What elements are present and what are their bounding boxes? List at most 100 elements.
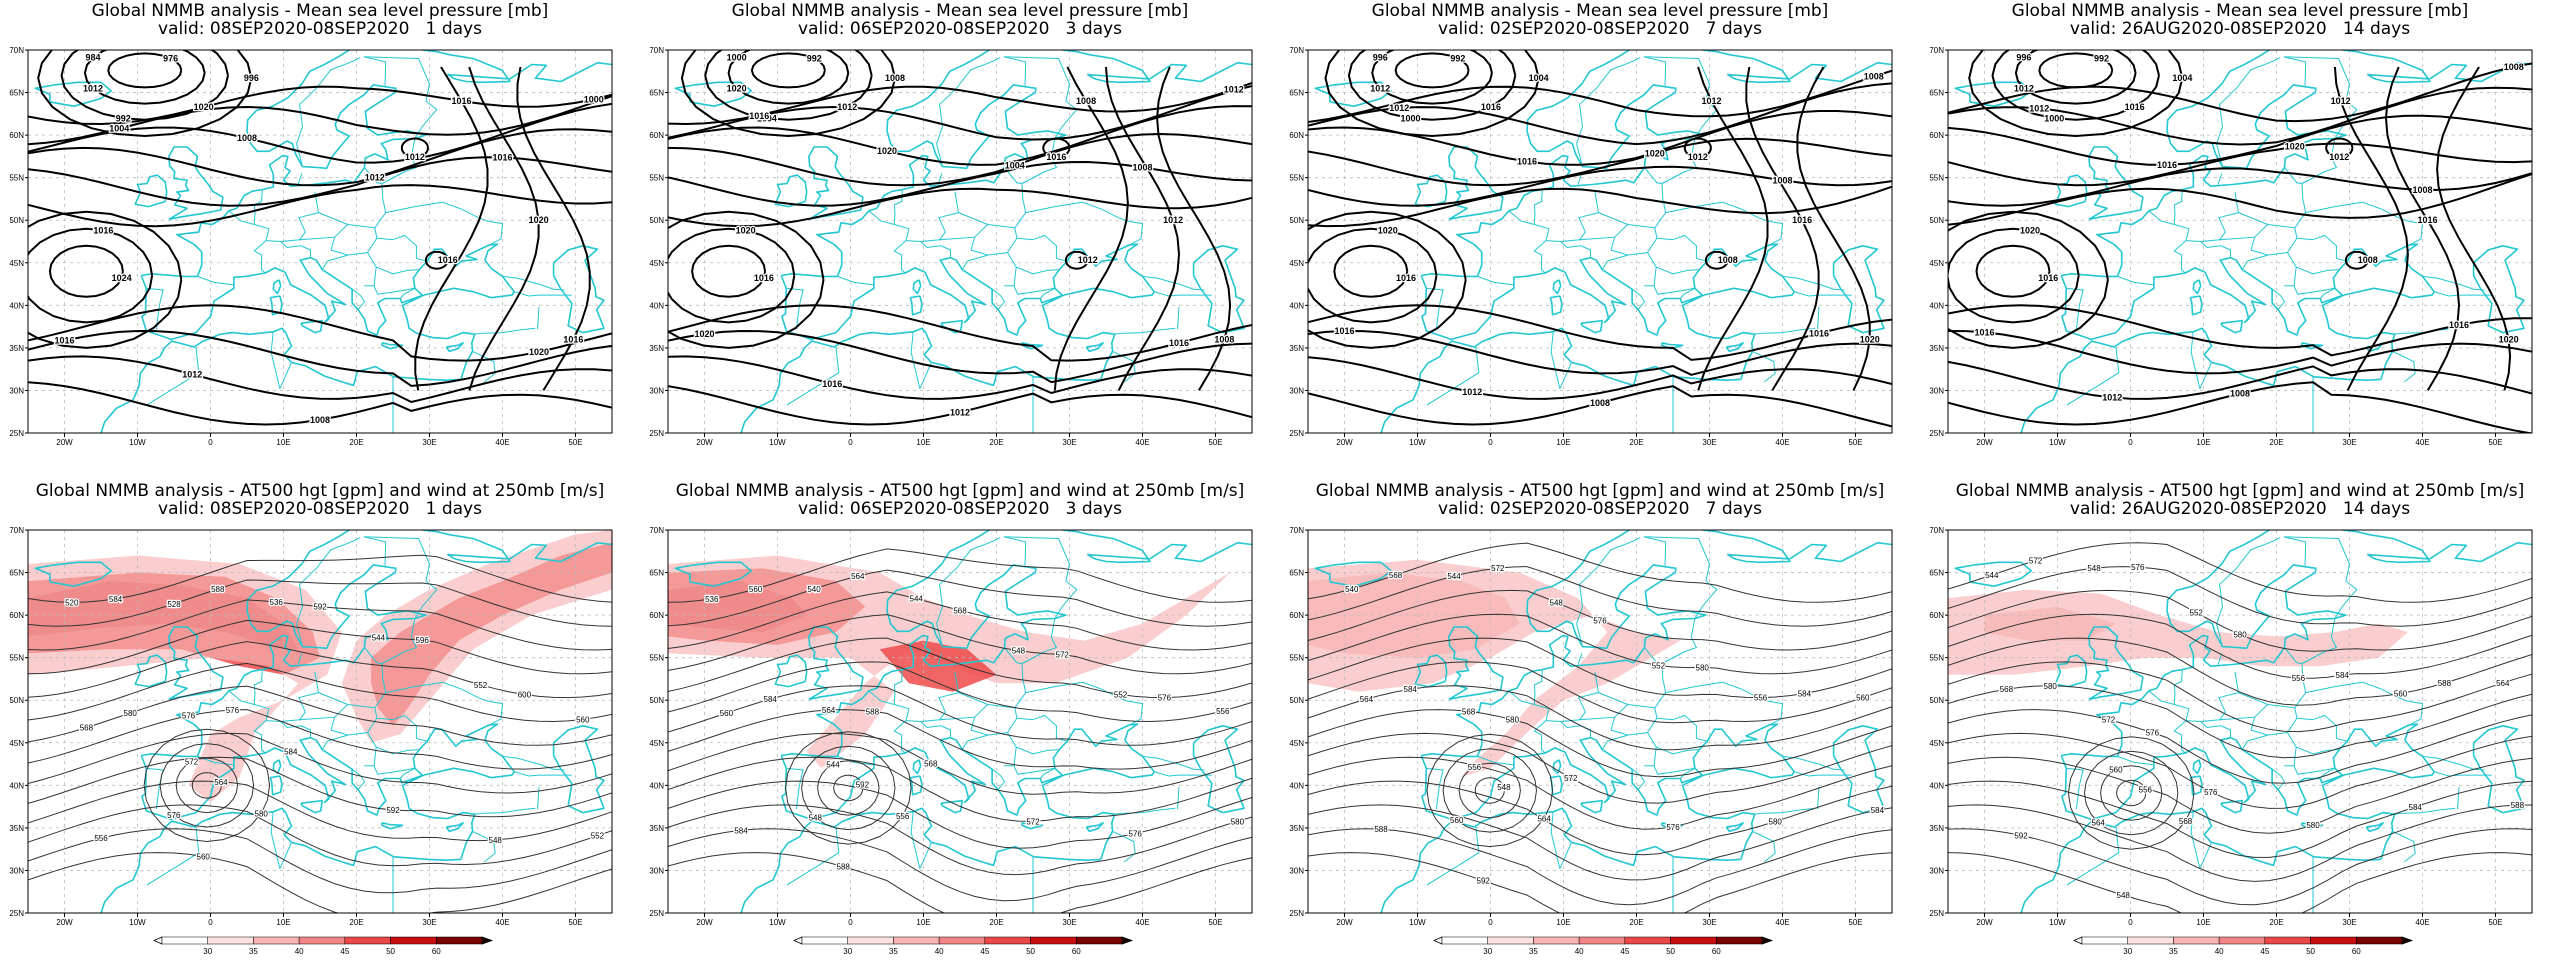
colorbar-label: 35 (2169, 947, 2178, 956)
lon-tick-label: 40E (1135, 438, 1149, 447)
contour-line (668, 227, 796, 324)
contour-label: 576 (1593, 617, 1607, 626)
lat-tick-label: 35N (9, 824, 24, 833)
lon-tick-label: 30E (422, 438, 436, 447)
contour-line (1308, 613, 1892, 675)
contour-line (1308, 82, 1892, 146)
coastline (269, 775, 283, 796)
country-border (2287, 252, 2340, 275)
lon-tick-label: 20W (56, 918, 73, 927)
lon-tick-label: 40E (495, 438, 509, 447)
contour-label: 584 (1404, 685, 1418, 694)
country-border (2305, 201, 2424, 246)
contour-line (1948, 804, 2532, 882)
lon-tick-label: 10W (769, 438, 786, 447)
contour-label: 1004 (757, 113, 777, 123)
lat-tick-label: 65N (9, 89, 24, 98)
lat-tick-label: 55N (1289, 174, 1304, 183)
contour-label: 1012 (2014, 83, 2034, 93)
lat-tick-label: 65N (1929, 569, 1944, 578)
coastline (2429, 62, 2532, 83)
contour-label: 576 (2131, 563, 2145, 572)
country-border (2217, 653, 2223, 665)
lat-tick-label: 30N (1929, 386, 1944, 395)
coastline (1448, 146, 1504, 221)
contour-label: 552 (1114, 691, 1128, 700)
lat-tick-label: 45N (1929, 739, 1944, 748)
contour-label: 584 (2409, 803, 2423, 812)
contour-label: 560 (1856, 694, 1870, 703)
country-border (1154, 771, 1212, 777)
contour-line (28, 381, 612, 426)
country-border (1631, 768, 1646, 790)
colorbar-min-arrow (793, 936, 803, 945)
country-border (537, 306, 540, 330)
panel-title: Global NMMB analysis - AT500 hgt [gpm] a… (640, 482, 1280, 518)
contour-label: 576 (1666, 823, 1680, 832)
colorbar-swatch (1441, 936, 1488, 945)
country-border (2301, 651, 2325, 665)
contour-label: 552 (1652, 661, 1666, 670)
colorbar-label: 60 (1072, 947, 1081, 956)
lat-tick-label: 60N (1929, 611, 1944, 620)
panel-slp-3: Global NMMB analysis - Mean sea level pr… (640, 0, 1280, 480)
contour-label: 1012 (365, 172, 385, 182)
country-border (1656, 714, 1708, 742)
colorbar-swatch (1030, 936, 1077, 945)
contour-label: 1016 (1334, 326, 1354, 336)
panel-title: Global NMMB analysis - AT500 hgt [gpm] a… (1920, 482, 2560, 518)
contour-line (668, 105, 1252, 166)
lat-tick-label: 30N (649, 386, 664, 395)
country-border (1016, 234, 1068, 262)
contour-line (2038, 52, 2114, 89)
contour-line (28, 355, 612, 404)
contour-line (668, 385, 1252, 426)
lat-tick-label: 60N (1929, 131, 1944, 140)
country-border (2216, 537, 2281, 647)
contour-label: 976 (163, 53, 178, 63)
contour-label: 1000 (1401, 113, 1421, 123)
country-border (1426, 826, 1480, 886)
panel-at500-14: Global NMMB analysis - AT500 hgt [gpm] a… (1920, 480, 2560, 960)
contour-line (28, 599, 612, 651)
contour-label: 576 (1129, 830, 1143, 839)
coastline (781, 50, 1067, 278)
coastline (1789, 62, 1892, 83)
contour-label: 592 (313, 603, 327, 612)
coastline (1021, 822, 1044, 830)
contour-label: 1012 (405, 152, 425, 162)
country-border (145, 767, 164, 810)
coastline (168, 626, 224, 701)
coastline (2061, 50, 2347, 278)
contour-label: 584 (284, 748, 298, 757)
country-border (2283, 56, 2358, 139)
lon-tick-label: 40E (1135, 918, 1149, 927)
contour-line (801, 745, 896, 831)
colorbar-label: 30 (203, 947, 212, 956)
coastline (1702, 50, 1791, 84)
map-plot: 520 528 536 544 552 560 568 576 584 592 548 552 556 5… (9, 526, 613, 956)
colorbar-label: 50 (386, 947, 395, 956)
contour-line (1948, 167, 2532, 207)
contour-label: 1020 (727, 83, 747, 93)
country-border (1533, 669, 1543, 705)
contour-label: 568 (924, 759, 938, 768)
coastline (269, 295, 283, 316)
contour-line (1308, 137, 1892, 187)
lon-tick-label: 0 (848, 918, 853, 927)
contour-line (28, 554, 612, 603)
lat-tick-label: 70N (1289, 526, 1304, 535)
coastline (781, 530, 1067, 758)
colorbar-label: 45 (340, 947, 349, 956)
panel-slp-14: Global NMMB analysis - Mean sea level pr… (1920, 0, 2560, 480)
contour-line (668, 685, 1252, 746)
country-border (2199, 842, 2212, 869)
contour-line (1991, 50, 2160, 121)
contour-line (668, 637, 1252, 699)
contour-label: 1012 (182, 369, 202, 379)
country-border (961, 254, 988, 270)
contour-label: 584 (1871, 806, 1885, 815)
coastline (552, 245, 605, 334)
country-border (1025, 681, 1144, 726)
contour-line (28, 756, 612, 818)
